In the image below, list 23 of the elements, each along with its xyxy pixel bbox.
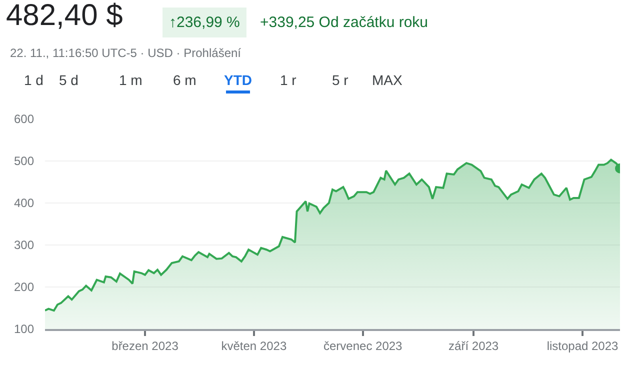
text: 6 m xyxy=(173,72,196,88)
x-tick-label: listopad 2023 xyxy=(546,339,619,354)
y-tick-label: 300 xyxy=(14,238,34,252)
chart-subtitle: 22. 11., 11:16:50 UTC-5 · USD · Prohlášení xyxy=(10,46,242,60)
text: ↑236,99 % xyxy=(169,14,240,31)
y-tick-label: 400 xyxy=(14,196,34,210)
y-tick-label: 600 xyxy=(14,112,34,126)
y-tick-label: 100 xyxy=(14,322,34,336)
text: 1 d xyxy=(24,72,44,88)
x-tick-label: březen 2023 xyxy=(112,339,179,354)
text: MAX xyxy=(372,72,403,88)
x-tick-label: květen 2023 xyxy=(221,339,287,354)
text: 1 m xyxy=(119,72,142,88)
text: +339,25 Od začátku roku xyxy=(260,14,428,31)
y-tick-label: 500 xyxy=(14,154,34,168)
text: YTD xyxy=(224,72,252,88)
y-tick-label: 200 xyxy=(14,280,34,294)
x-tick-label: červenec 2023 xyxy=(323,339,403,354)
x-tick-label: září 2023 xyxy=(448,339,499,354)
text: 5 r xyxy=(332,72,349,88)
chart-title: 482,40 $ xyxy=(6,0,124,32)
text: 1 r xyxy=(280,72,297,88)
text: 5 d xyxy=(59,72,78,88)
